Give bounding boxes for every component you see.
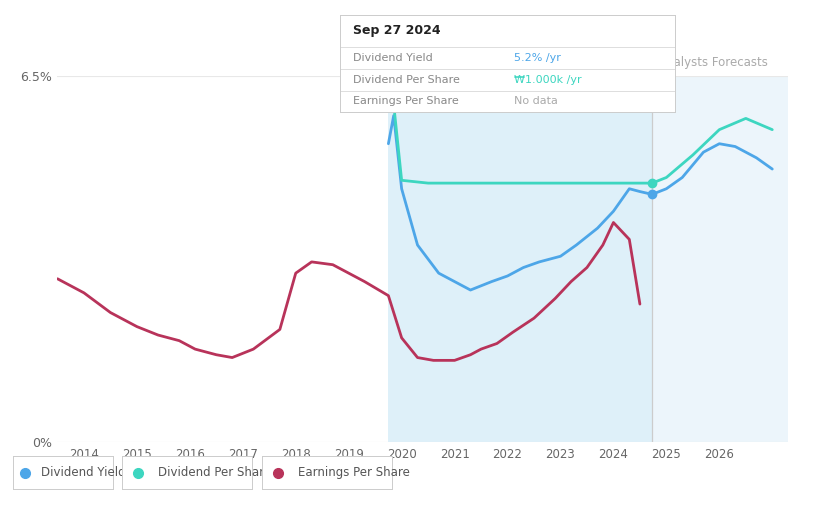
Text: Dividend Yield: Dividend Yield [41, 466, 126, 479]
Text: Dividend Per Share: Dividend Per Share [158, 466, 272, 479]
Text: No data: No data [514, 97, 558, 106]
Text: ₩1.000k /yr: ₩1.000k /yr [514, 75, 582, 85]
Text: Dividend Per Share: Dividend Per Share [353, 75, 461, 85]
Text: 5.2% /yr: 5.2% /yr [514, 53, 561, 63]
Text: Analysts Forecasts: Analysts Forecasts [658, 56, 768, 70]
Text: Earnings Per Share: Earnings Per Share [353, 97, 459, 106]
Text: Dividend Yield: Dividend Yield [353, 53, 433, 63]
Text: Sep 27 2024: Sep 27 2024 [353, 24, 441, 37]
Text: Past: Past [605, 56, 630, 70]
Text: Earnings Per Share: Earnings Per Share [298, 466, 410, 479]
Bar [388, 76, 652, 442]
Bar [652, 76, 788, 442]
